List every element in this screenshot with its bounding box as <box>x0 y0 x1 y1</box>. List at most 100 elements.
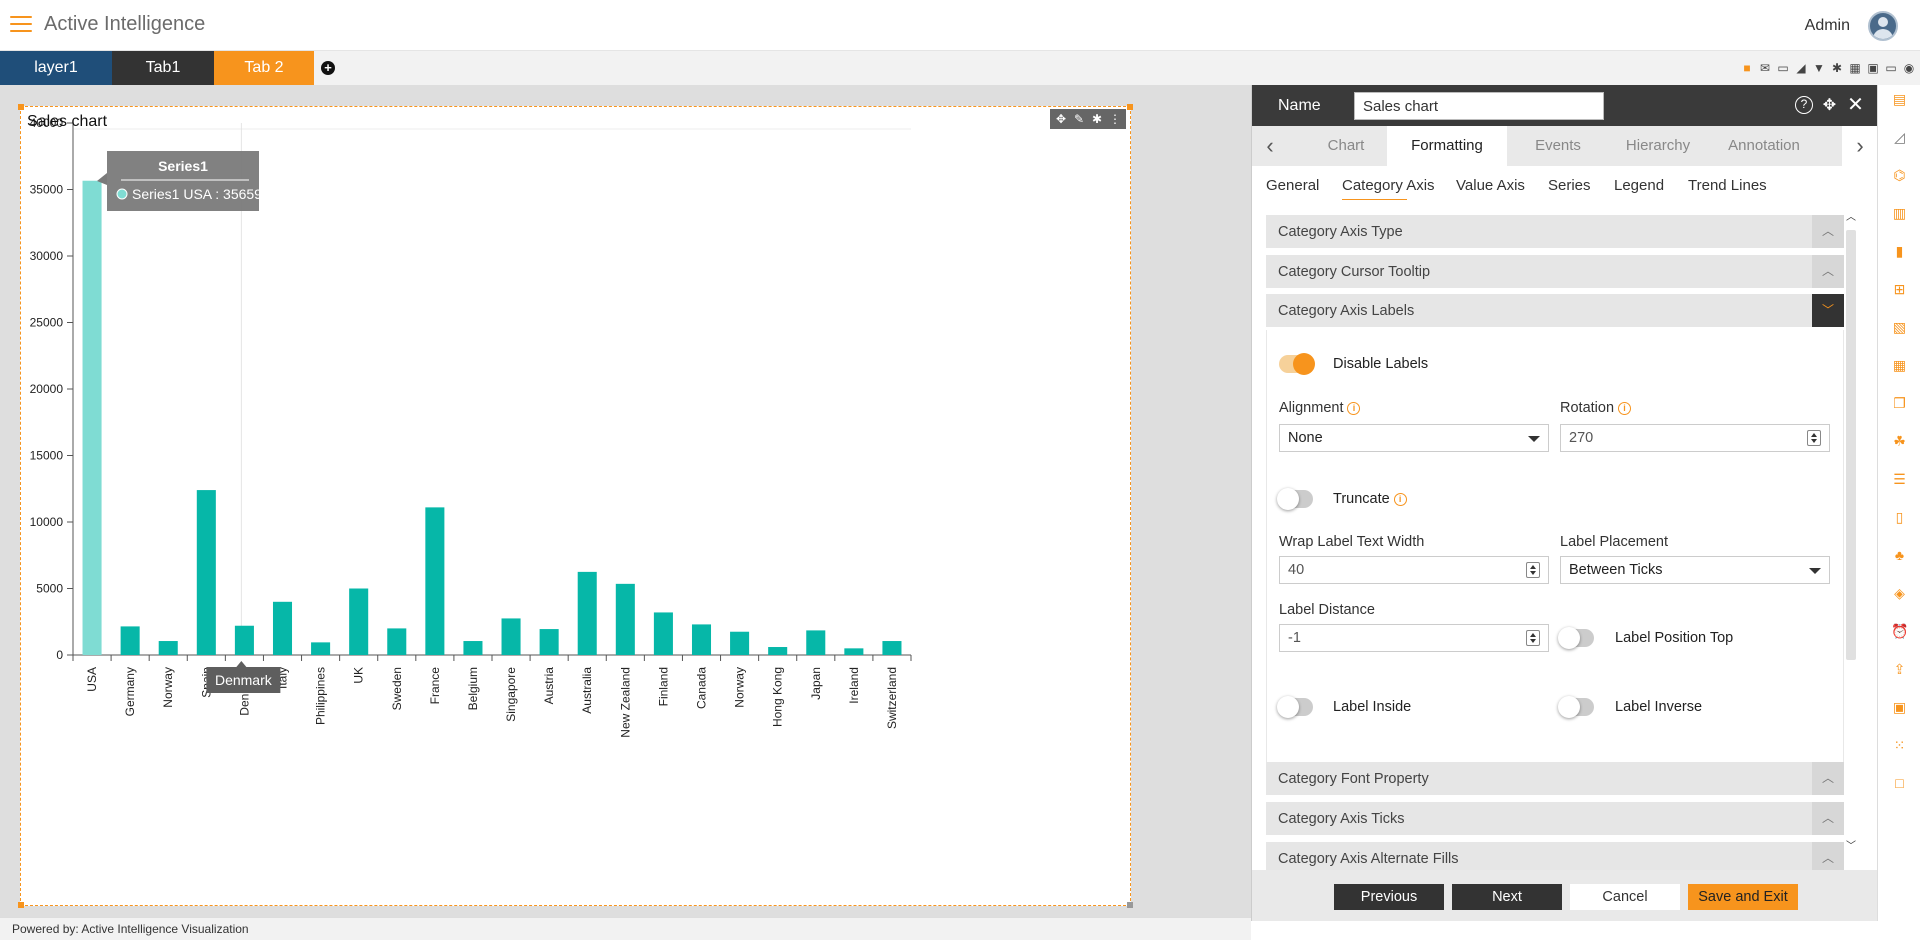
resize-handle[interactable] <box>1127 902 1133 908</box>
board-icon[interactable]: ▣ <box>1892 699 1907 715</box>
section-category-font-property[interactable]: Category Font Property ︿ <box>1266 762 1844 795</box>
settings-icon[interactable]: ✱ <box>1091 112 1103 126</box>
tab-tab1[interactable]: Tab1 <box>112 51 214 85</box>
table-icon[interactable]: ▦ <box>1892 357 1907 373</box>
move-icon[interactable]: ✥ <box>1055 112 1067 126</box>
alarm-icon[interactable]: ⏰ <box>1891 623 1909 639</box>
chart-widget[interactable]: 0 5000 10000 15000 20000 25000 30000 35000 40000… <box>18 104 1133 908</box>
tab-events[interactable]: Events <box>1535 137 1581 154</box>
previous-button[interactable]: Previous <box>1334 884 1444 910</box>
subtab-trend-lines[interactable]: Trend Lines <box>1688 177 1767 194</box>
tab-layer1[interactable]: layer1 <box>0 51 112 85</box>
analytics-icon[interactable]: ◿ <box>1894 129 1905 145</box>
subtab-category-axis[interactable]: Category Axis <box>1342 177 1435 200</box>
chevron-up-icon[interactable]: ︿ <box>1812 842 1844 870</box>
cancel-button[interactable]: Cancel <box>1570 884 1680 910</box>
scroll-up-icon[interactable]: ︿ <box>1846 212 1856 223</box>
section-category-axis-type[interactable]: Category Axis Type ︿ <box>1266 215 1844 248</box>
info-icon[interactable]: i <box>1618 402 1632 415</box>
eye-scan-icon[interactable]: ◈ <box>1894 585 1905 601</box>
grid-icon[interactable]: ▦ <box>1849 61 1861 75</box>
tabs-prev-icon[interactable]: ‹ <box>1266 133 1274 158</box>
label-distance-input[interactable]: -1 <box>1279 624 1549 652</box>
save-icon[interactable]: ■ <box>1743 61 1751 75</box>
upload-icon[interactable]: ⇪ <box>1893 661 1906 677</box>
close-icon[interactable]: ✕ <box>1847 94 1864 116</box>
chevron-up-icon[interactable]: ︿ <box>1812 802 1844 835</box>
report-icon[interactable]: ▥ <box>1892 205 1907 221</box>
gear-icon[interactable]: ✱ <box>1831 61 1843 75</box>
document-icon[interactable]: ▮ <box>1895 243 1904 259</box>
chart-icon[interactable]: ⌬ <box>1893 167 1906 183</box>
section-category-axis-ticks[interactable]: Category Axis Ticks ︿ <box>1266 802 1844 835</box>
label-position-top-label: Label Position Top <box>1615 630 1734 646</box>
comment-icon[interactable]: ▭ <box>1777 61 1789 75</box>
move-panel-icon[interactable]: ✥ <box>1822 97 1837 114</box>
tab-annotation[interactable]: Annotation <box>1728 137 1800 154</box>
label-inside-toggle[interactable] <box>1277 696 1313 718</box>
user-avatar[interactable] <box>1868 11 1898 41</box>
name-input[interactable]: Sales chart <box>1354 92 1604 120</box>
info-icon[interactable]: i <box>1393 493 1407 506</box>
section-category-cursor-tooltip[interactable]: Category Cursor Tooltip ︿ <box>1266 255 1844 288</box>
add-tab-icon[interactable]: + <box>321 61 335 75</box>
monitor-icon[interactable]: ▭ <box>1885 61 1897 75</box>
list-icon[interactable]: ☰ <box>1893 471 1906 487</box>
more-icon[interactable]: ⋮ <box>1109 112 1121 126</box>
tab-tab2[interactable]: Tab 2 <box>214 51 314 85</box>
user-name[interactable]: Admin <box>1804 17 1850 34</box>
subtab-series[interactable]: Series <box>1548 177 1591 194</box>
eraser-icon[interactable]: ◢ <box>1796 61 1806 75</box>
hamburger-menu-icon[interactable] <box>10 16 32 34</box>
chevron-down-icon[interactable]: ﹀ <box>1812 294 1844 327</box>
save-and-exit-button[interactable]: Save and Exit <box>1688 884 1798 910</box>
label-placement-select[interactable]: Between Ticks <box>1560 556 1830 584</box>
label-position-top-toggle[interactable] <box>1558 627 1594 649</box>
mail-icon[interactable]: ✉ <box>1759 61 1771 75</box>
caret-down-icon <box>1528 436 1540 442</box>
window-icon[interactable]: ▣ <box>1867 61 1879 75</box>
next-button[interactable]: Next <box>1452 884 1562 910</box>
section-category-axis-labels[interactable]: Category Axis Labels ﹀ <box>1266 294 1844 327</box>
scroll-down-icon[interactable]: ﹀ <box>1846 841 1856 852</box>
disable-labels-toggle[interactable] <box>1279 353 1315 375</box>
subtab-legend[interactable]: Legend <box>1614 177 1665 194</box>
hierarchy-icon[interactable]: ♣ <box>1894 547 1905 563</box>
label-placement-label: Label Placement <box>1560 534 1669 550</box>
help-icon[interactable]: ? <box>1795 96 1813 114</box>
label-inverse-toggle[interactable] <box>1558 696 1594 718</box>
chevron-up-icon[interactable]: ︿ <box>1812 215 1844 248</box>
truncate-toggle[interactable] <box>1277 488 1313 510</box>
square-icon[interactable]: □ <box>1895 775 1904 791</box>
subtab-general[interactable]: General <box>1266 177 1320 194</box>
cluster-icon[interactable]: ☘ <box>1893 433 1906 449</box>
spinner-icon[interactable] <box>1807 430 1821 446</box>
tab-chart[interactable]: Chart <box>1327 137 1365 154</box>
subtab-value-axis[interactable]: Value Axis <box>1456 177 1525 194</box>
properties-icon[interactable]: ▤ <box>1892 91 1907 107</box>
file-icon[interactable]: ▯ <box>1895 509 1904 525</box>
alignment-select[interactable]: None <box>1279 424 1549 452</box>
chevron-up-icon[interactable]: ︿ <box>1812 762 1844 795</box>
resize-handle[interactable] <box>1127 104 1133 110</box>
spinner-icon[interactable] <box>1526 562 1540 578</box>
tab-formatting[interactable]: Formatting <box>1387 126 1507 166</box>
spinner-icon[interactable] <box>1526 630 1540 646</box>
filter-icon[interactable]: ▼ <box>1813 61 1825 75</box>
rotation-input[interactable]: 270 <box>1560 424 1830 452</box>
copy-icon[interactable]: ❐ <box>1893 395 1906 411</box>
grid-dots-icon[interactable]: ⁙ <box>1893 737 1906 753</box>
resize-handle[interactable] <box>18 104 24 110</box>
info-icon[interactable]: i <box>1347 402 1361 415</box>
image-icon[interactable]: ▧ <box>1892 319 1907 335</box>
tab-hierarchy[interactable]: Hierarchy <box>1625 137 1691 154</box>
tabs-next-icon[interactable]: › <box>1842 126 1878 166</box>
resize-handle[interactable] <box>18 902 24 908</box>
edit-icon[interactable]: ✎ <box>1073 112 1085 126</box>
section-category-axis-alternate-fills[interactable]: Category Axis Alternate Fills ︿ <box>1266 842 1844 870</box>
chevron-up-icon[interactable]: ︿ <box>1812 255 1844 288</box>
wrap-width-input[interactable]: 40 <box>1279 556 1549 584</box>
presentation-icon[interactable]: ⊞ <box>1893 281 1906 297</box>
eye-icon[interactable]: ◉ <box>1903 61 1915 75</box>
scrollbar-thumb[interactable] <box>1846 230 1856 660</box>
